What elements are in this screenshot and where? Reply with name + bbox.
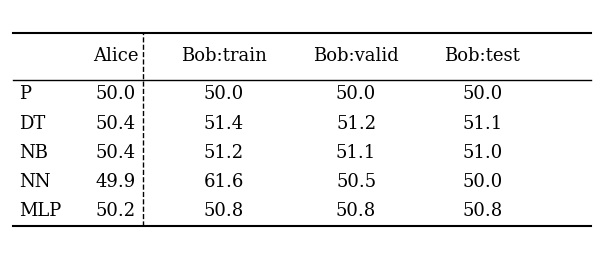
Text: MLP: MLP [19,202,62,220]
Text: Alice: Alice [93,47,138,65]
Text: 51.4: 51.4 [204,115,244,133]
Text: 51.0: 51.0 [462,144,503,162]
Text: Bob:valid: Bob:valid [313,47,399,65]
Text: 50.0: 50.0 [95,85,136,103]
Text: 50.8: 50.8 [462,202,503,220]
Text: DT: DT [19,115,46,133]
Text: 49.9: 49.9 [95,173,136,191]
Text: 50.5: 50.5 [336,173,376,191]
Text: NN: NN [19,173,51,191]
Text: Bob:test: Bob:test [445,47,520,65]
Text: 50.2: 50.2 [95,202,136,220]
Text: 51.2: 51.2 [336,115,376,133]
Text: 51.1: 51.1 [336,144,376,162]
Text: NB: NB [19,144,48,162]
Text: 50.4: 50.4 [95,144,136,162]
Text: 61.6: 61.6 [204,173,244,191]
Text: 50.0: 50.0 [462,85,503,103]
Text: 50.0: 50.0 [336,85,376,103]
Text: Bob:train: Bob:train [181,47,267,65]
Text: 50.0: 50.0 [204,85,244,103]
Text: 50.8: 50.8 [204,202,244,220]
Text: P: P [19,85,31,103]
Text: 51.2: 51.2 [204,144,244,162]
Text: 50.8: 50.8 [336,202,376,220]
Text: 51.1: 51.1 [462,115,503,133]
Text: 50.0: 50.0 [462,173,503,191]
Text: 50.4: 50.4 [95,115,136,133]
